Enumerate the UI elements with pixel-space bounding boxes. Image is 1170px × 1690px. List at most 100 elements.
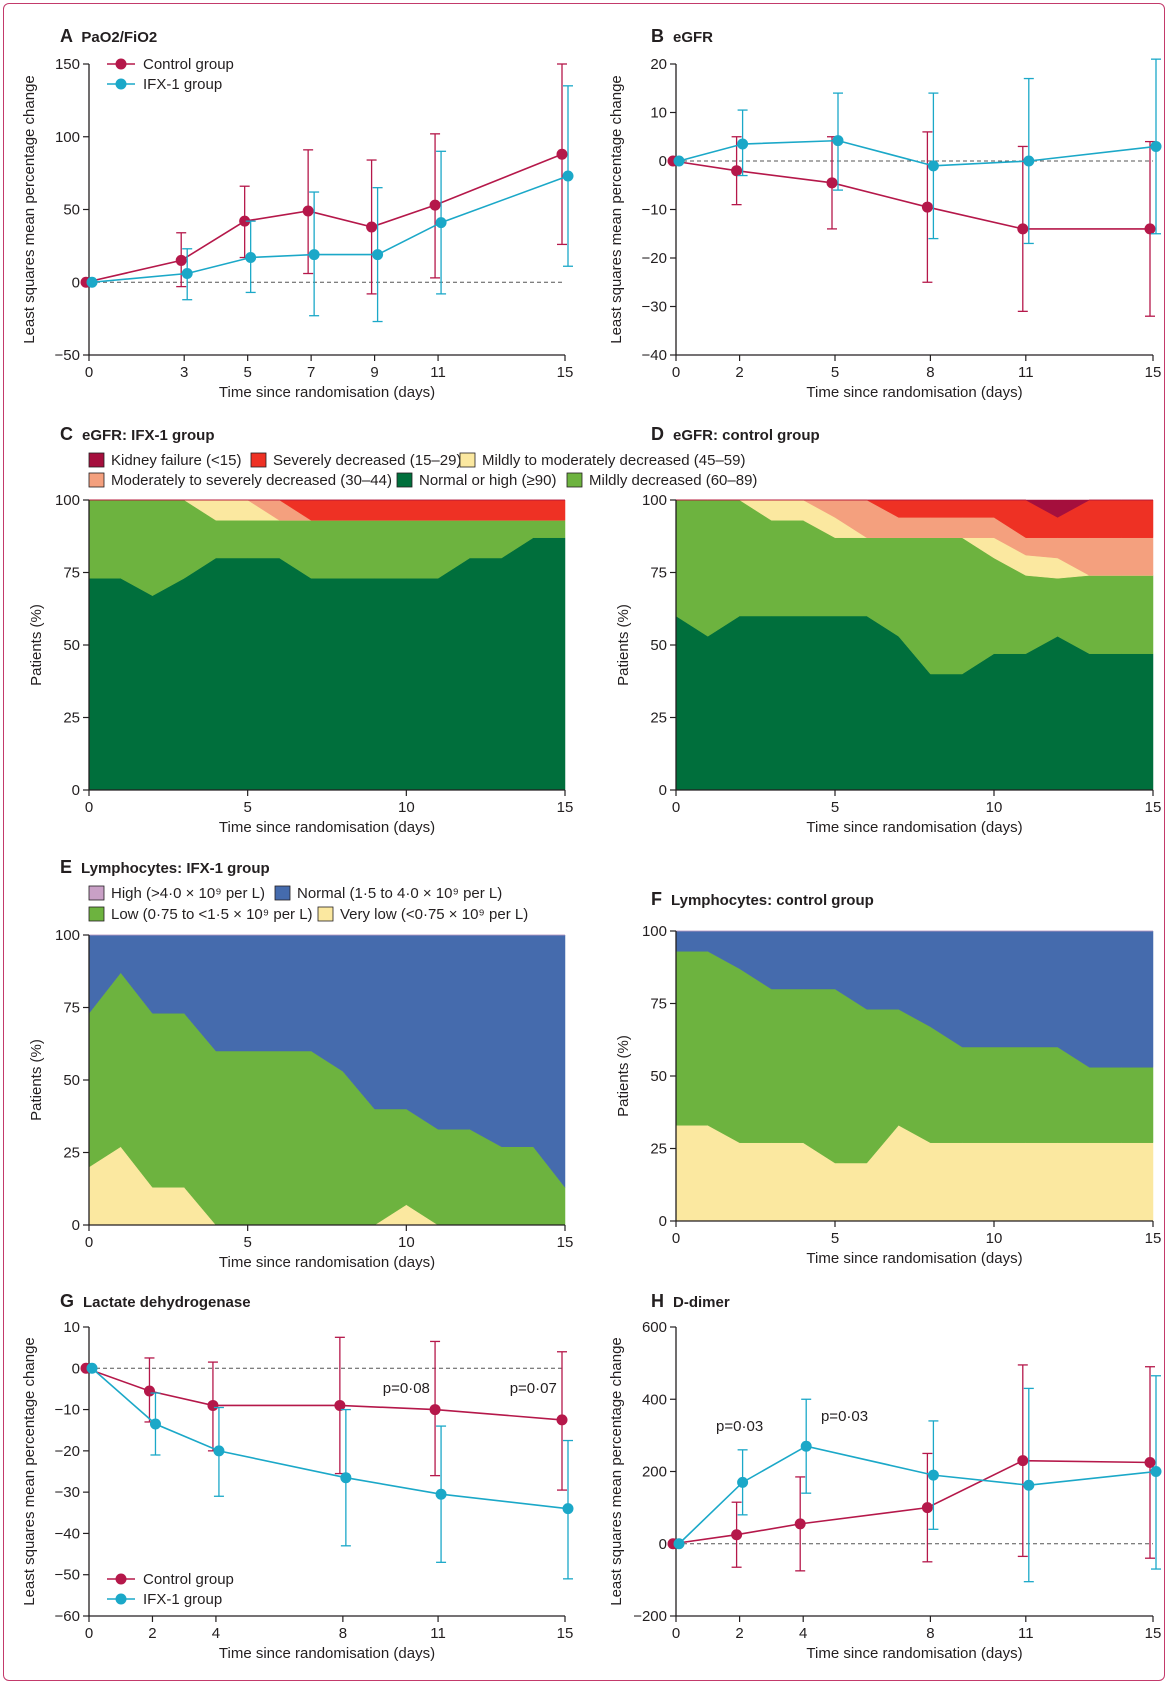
- panel-title: C eGFR: IFX-1 group: [60, 424, 215, 444]
- series-line: [672, 1459, 1151, 1545]
- data-point: [556, 148, 568, 160]
- legend-swatch: [274, 885, 291, 901]
- data-point: [562, 170, 574, 182]
- y-tick-label: −50: [55, 1567, 80, 1584]
- data-point: [673, 155, 685, 167]
- y-axis-label: Least squares mean percentage change: [608, 75, 625, 344]
- y-tick-label: 25: [650, 710, 667, 727]
- x-tick-label: 5: [831, 364, 839, 381]
- y-tick-label: −40: [642, 347, 667, 364]
- legend-label: Severely decreased (15–29): [273, 452, 461, 469]
- data-point: [1150, 1466, 1162, 1477]
- data-point: [832, 135, 844, 147]
- panel-letter: B: [651, 26, 669, 46]
- x-tick-label: 15: [1145, 799, 1162, 816]
- x-tick-label: 0: [85, 1625, 93, 1642]
- panel-title-text: eGFR: IFX-1 group: [82, 427, 215, 444]
- data-point: [1017, 223, 1029, 235]
- data-point: [143, 1385, 155, 1397]
- panel-letter: C: [60, 424, 78, 444]
- y-tick-label: −20: [55, 1443, 80, 1460]
- data-point: [1144, 1456, 1156, 1468]
- panel-e: E Lymphocytes: IFX-1 group 100 75 50 25 00 5 10…: [28, 857, 573, 1271]
- x-tick-label: 11: [1018, 364, 1034, 381]
- data-point: [207, 1399, 219, 1411]
- x-tick-label: 8: [926, 364, 934, 381]
- legend-marker: [115, 78, 127, 90]
- legend-label: Normal or high (≥90): [419, 472, 556, 489]
- series-line: [672, 160, 1150, 230]
- y-tick-label: 25: [63, 710, 80, 727]
- y-tick-label: 150: [55, 56, 80, 73]
- legend-swatch: [88, 885, 105, 901]
- y-tick-label: 75: [63, 1000, 80, 1017]
- legend-swatch: [88, 906, 105, 922]
- legend-marker: [115, 1573, 127, 1585]
- legend-label: Very low (<0·75 × 10⁹ per L): [340, 906, 528, 923]
- panel-title-text: Lymphocytes: IFX-1 group: [81, 860, 270, 877]
- panel-letter: E: [60, 857, 77, 877]
- x-tick-label: 10: [398, 799, 415, 816]
- y-tick-label: −10: [642, 202, 667, 219]
- y-tick-label: 20: [650, 56, 667, 73]
- data-point: [334, 1399, 346, 1411]
- data-point: [737, 1476, 749, 1488]
- legend-swatch: [250, 452, 267, 468]
- x-tick-label: 0: [672, 1625, 680, 1642]
- legend-label: Control group: [143, 56, 234, 73]
- legend-marker: [115, 58, 127, 70]
- panel-letter: G: [60, 1291, 79, 1311]
- y-tick-label: 100: [642, 923, 667, 940]
- x-tick-label: 11: [430, 364, 446, 381]
- data-point: [731, 1529, 743, 1541]
- y-tick-label: 10: [650, 105, 667, 122]
- y-tick-label: 75: [650, 996, 667, 1013]
- legend-label: IFX-1 group: [143, 1591, 222, 1608]
- data-point: [245, 252, 257, 264]
- y-tick-label: −30: [55, 1484, 80, 1501]
- legend-label: IFX-1 group: [143, 76, 222, 93]
- x-tick-label: 0: [672, 1230, 680, 1247]
- data-point: [826, 177, 838, 189]
- y-axis-label: Patients (%): [615, 1035, 632, 1117]
- y-axis-label: Patients (%): [615, 604, 632, 686]
- data-point: [308, 249, 320, 261]
- legend-label: Normal (1·5 to 4·0 × 10⁹ per L): [297, 885, 502, 902]
- y-tick-label: 50: [63, 637, 80, 654]
- data-point: [435, 217, 447, 229]
- x-tick-label: 0: [85, 364, 93, 381]
- panel-title-text: Lymphocytes: control group: [671, 892, 874, 909]
- y-tick-label: 0: [72, 1360, 80, 1377]
- y-tick-label: 100: [55, 129, 80, 146]
- x-tick-label: 7: [307, 364, 315, 381]
- x-tick-label: 11: [430, 1625, 446, 1642]
- x-tick-label: 15: [1145, 1625, 1162, 1642]
- x-tick-label: 0: [672, 364, 680, 381]
- x-tick-label: 5: [243, 799, 251, 816]
- y-axis-label: Least squares mean percentage change: [21, 75, 38, 344]
- y-tick-label: 100: [55, 492, 80, 509]
- y-tick-label: −10: [55, 1402, 80, 1419]
- x-tick-label: 0: [85, 1234, 93, 1251]
- y-tick-label: 400: [642, 1391, 667, 1408]
- data-point: [149, 1418, 161, 1430]
- y-tick-label: 0: [659, 153, 667, 170]
- y-axis-label: Least squares mean percentage change: [608, 1337, 625, 1606]
- panel-title-text: Lactate dehydrogenase: [83, 1294, 251, 1311]
- y-tick-label: 0: [659, 782, 667, 799]
- x-tick-label: 0: [85, 799, 93, 816]
- data-point: [1150, 140, 1162, 152]
- panel-letter: A: [60, 26, 77, 46]
- panel-h: H D-dimer 600 400 200 0 −200 0 2 4 8 11 15 Time sinc…: [608, 1291, 1162, 1662]
- x-tick-label: 15: [557, 364, 574, 381]
- y-tick-label: 75: [63, 565, 80, 582]
- legend-label: Mildly decreased (60–89): [589, 472, 757, 489]
- panel-g: G Lactate dehydrogenase100−10−20−30−40−5…: [21, 1291, 574, 1662]
- y-tick-label: 600: [642, 1319, 667, 1336]
- x-tick-label: 15: [557, 799, 574, 816]
- legend-marker: [115, 1593, 127, 1605]
- y-tick-label: 50: [63, 202, 80, 219]
